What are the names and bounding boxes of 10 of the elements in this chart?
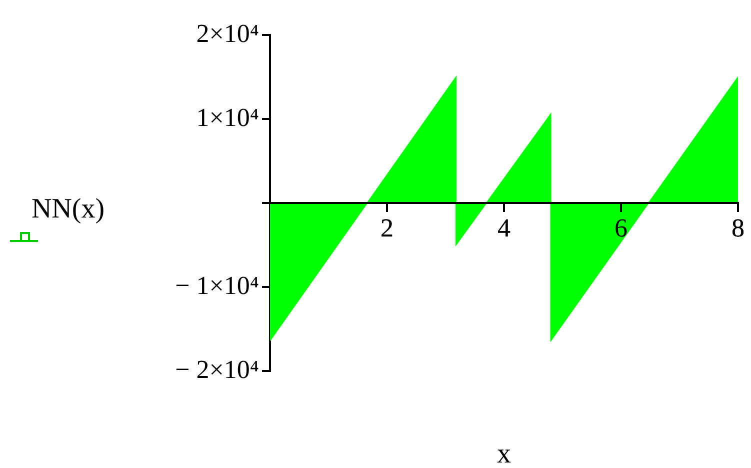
y-tick-label: − 2×10⁴ [175, 354, 259, 384]
y-tick-label: 1×10⁴ [196, 102, 259, 132]
x-tick-label: 6 [614, 213, 628, 242]
x-tick-label: 2 [380, 213, 394, 242]
x-axis-title: x [497, 438, 511, 468]
y-tick-label: − 1×10⁴ [175, 270, 259, 300]
y-tick-label: 2×10⁴ [196, 18, 259, 48]
x-tick-label: 8 [732, 213, 744, 242]
x-tick-label: 4 [498, 213, 510, 242]
y-axis-title: NN(x) [31, 193, 105, 224]
